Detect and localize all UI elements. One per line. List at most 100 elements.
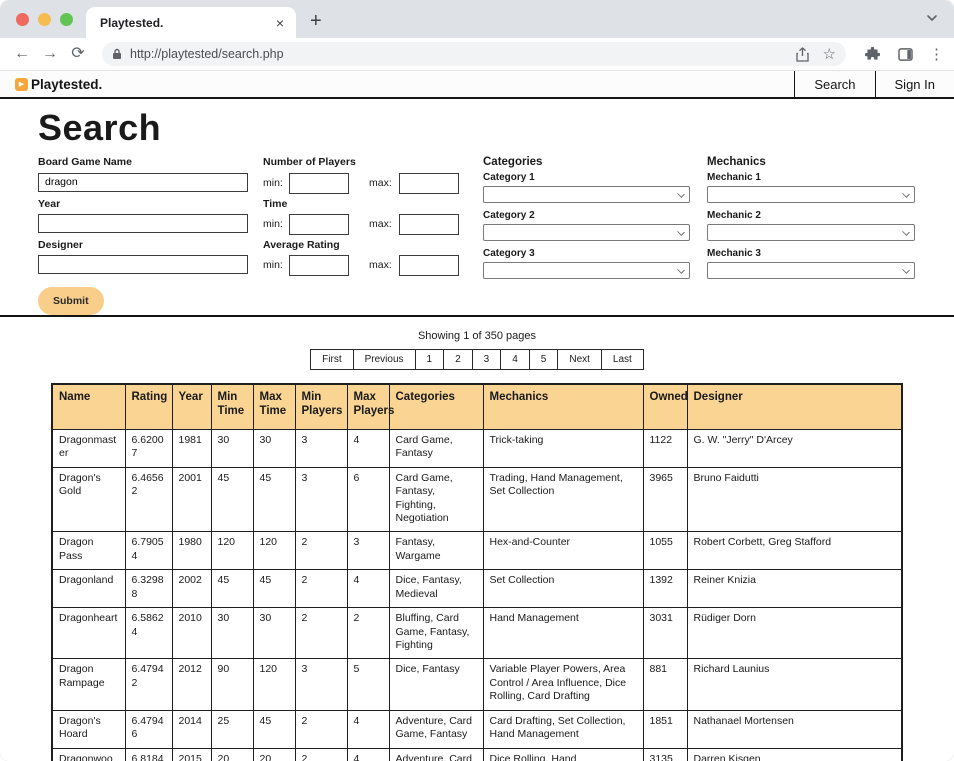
pagination-button-1[interactable]: 1	[415, 349, 445, 370]
pagination-button-4[interactable]: 4	[500, 349, 530, 370]
mechanic-2-select[interactable]	[707, 224, 915, 241]
cell-categories: Dice, Fantasy	[389, 659, 483, 710]
cell-max-time: 20	[253, 748, 295, 761]
url-text: http://playtested/search.php	[130, 47, 782, 61]
chevron-down-icon[interactable]	[926, 14, 938, 22]
share-icon[interactable]	[796, 47, 809, 62]
category-3-select[interactable]	[483, 262, 690, 279]
bookmark-star-icon[interactable]: ☆	[823, 47, 836, 62]
page-count-text: Showing 1 of 350 pages	[0, 330, 954, 342]
pagination-button-last[interactable]: Last	[601, 349, 644, 370]
number-of-players-label: Number of Players	[263, 156, 447, 169]
table-row: Dragonwood6.818462015202024Adventure, Ca…	[52, 748, 902, 761]
category-1-label: Category 1	[483, 172, 690, 183]
pagination-button-5[interactable]: 5	[529, 349, 559, 370]
submit-button[interactable]: Submit	[38, 287, 104, 315]
cell-min-players: 2	[295, 608, 347, 659]
cell-max-players: 5	[347, 659, 389, 710]
nav-item-search[interactable]: Search	[794, 71, 874, 97]
chevron-down-icon	[902, 267, 910, 275]
window-zoom-button[interactable]	[60, 13, 73, 26]
year-input[interactable]	[38, 214, 248, 233]
cell-min-players: 2	[295, 710, 347, 748]
cell-designer: Nathanael Mortensen	[687, 710, 902, 748]
time-min-input[interactable]	[289, 214, 349, 235]
extensions-puzzle-icon[interactable]	[865, 47, 880, 62]
column-header-min-time: Min Time	[211, 384, 253, 429]
table-row: Dragonmaster6.620071981303034Card Game, …	[52, 429, 902, 467]
chevron-down-icon	[677, 229, 685, 237]
table-row: Dragonland6.329882002454524Dice, Fantasy…	[52, 570, 902, 608]
mechanic-2-label: Mechanic 2	[707, 210, 915, 221]
pagination-button-next[interactable]: Next	[557, 349, 602, 370]
pagination-button-2[interactable]: 2	[443, 349, 473, 370]
table-row: Dragon's Gold6.465622001454536Card Game,…	[52, 467, 902, 532]
cell-designer: Rüdiger Dorn	[687, 608, 902, 659]
designer-input[interactable]	[38, 255, 248, 274]
cell-mechanics: Card Drafting, Set Collection, Hand Mana…	[483, 710, 643, 748]
nav-item-sign-in[interactable]: Sign In	[875, 71, 954, 97]
cell-designer: Robert Corbett, Greg Stafford	[687, 532, 902, 570]
browser-tab[interactable]: Playtested. ×	[86, 7, 296, 38]
category-3-label: Category 3	[483, 248, 690, 259]
cell-year: 2001	[172, 467, 211, 532]
window-minimize-button[interactable]	[38, 13, 51, 26]
cell-max-time: 120	[253, 532, 295, 570]
cell-owned: 1055	[643, 532, 687, 570]
cell-categories: Dice, Fantasy, Medieval	[389, 570, 483, 608]
cell-min-time: 30	[211, 429, 253, 467]
site-logo[interactable]: ▶ Playtested.	[0, 71, 794, 97]
pagination-button-3[interactable]: 3	[472, 349, 502, 370]
cell-max-time: 45	[253, 570, 295, 608]
form-column-ranges: Number of Players min: max: Time min: ma…	[263, 154, 447, 314]
cell-name: Dragonwood	[52, 748, 125, 761]
results-table: NameRatingYearMin TimeMax TimeMin Player…	[51, 383, 903, 761]
column-header-year: Year	[172, 384, 211, 429]
window-close-button[interactable]	[16, 13, 29, 26]
cell-owned: 1392	[643, 570, 687, 608]
forward-icon[interactable]: →	[38, 46, 62, 62]
reload-icon[interactable]: ⟳	[66, 46, 90, 62]
players-min-input[interactable]	[289, 173, 349, 194]
cell-rating: 6.47942	[125, 659, 172, 710]
cell-name: Dragon Rampage	[52, 659, 125, 710]
cell-min-players: 2	[295, 532, 347, 570]
cell-rating: 6.79054	[125, 532, 172, 570]
designer-label: Designer	[38, 239, 248, 252]
cell-rating: 6.58624	[125, 608, 172, 659]
cell-max-players: 4	[347, 570, 389, 608]
column-header-categories: Categories	[389, 384, 483, 429]
address-bar[interactable]: http://playtested/search.php ☆	[102, 42, 846, 66]
cell-max-players: 4	[347, 748, 389, 761]
site-header: ▶ Playtested. Search Sign In	[0, 71, 954, 99]
window-controls	[16, 13, 73, 26]
mechanic-3-select[interactable]	[707, 262, 915, 279]
pagination-button-previous[interactable]: Previous	[353, 349, 416, 370]
time-label: Time	[263, 198, 447, 211]
year-label: Year	[38, 198, 248, 211]
category-1-select[interactable]	[483, 186, 690, 203]
cell-mechanics: Set Collection	[483, 570, 643, 608]
time-min-label: min:	[263, 218, 289, 230]
chevron-down-icon	[677, 191, 685, 199]
rating-min-input[interactable]	[289, 255, 349, 276]
side-panel-icon[interactable]	[898, 48, 913, 61]
board-game-name-input[interactable]	[38, 173, 248, 192]
players-max-input[interactable]	[399, 173, 459, 194]
pagination-button-first[interactable]: First	[310, 349, 353, 370]
cell-min-time: 45	[211, 570, 253, 608]
new-tab-button[interactable]: +	[310, 10, 322, 33]
category-2-select[interactable]	[483, 224, 690, 241]
pagination: FirstPrevious12345NextLast	[0, 349, 954, 370]
tab-close-icon[interactable]: ×	[274, 15, 286, 31]
mechanic-1-select[interactable]	[707, 186, 915, 203]
cell-owned: 881	[643, 659, 687, 710]
rating-max-input[interactable]	[399, 255, 459, 276]
browser-menu-icon[interactable]: ⋮	[929, 45, 944, 63]
form-column-categories: Categories Category 1 Category 2 Categor…	[483, 154, 690, 314]
form-column-text-fields: Board Game Name Year Designer Submit	[38, 154, 248, 314]
results-table-body: Dragonmaster6.620071981303034Card Game, …	[52, 429, 902, 761]
cell-max-time: 120	[253, 659, 295, 710]
back-icon[interactable]: ←	[10, 46, 34, 62]
time-max-input[interactable]	[399, 214, 459, 235]
